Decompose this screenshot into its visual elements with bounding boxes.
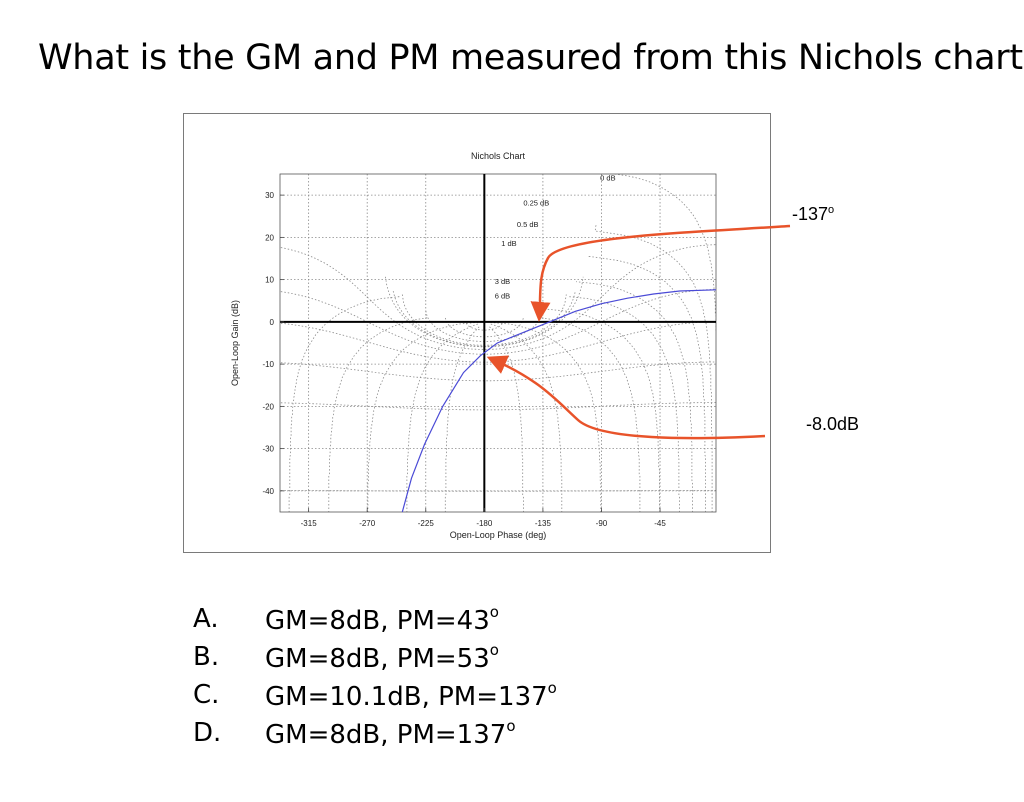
x-tick-label: -270 — [359, 519, 376, 528]
nichols-phase-contour — [444, 325, 481, 512]
y-axis-label: Open-Loop Gain (dB) — [230, 300, 240, 386]
x-tick-label: -45 — [654, 519, 666, 528]
nichols-phase-contour — [288, 296, 402, 512]
nichols-chart: -315 -270 -225 -180 -135 -90 -45 30 20 10 0 -10 -20 -… — [230, 151, 717, 540]
y-tick-label: -20 — [262, 402, 274, 411]
y-tick-label: 0 — [270, 318, 275, 327]
nichols-chart-figure: -315 -270 -225 -180 -135 -90 -45 30 20 10 0 -10 -20 -… — [183, 113, 771, 553]
nichols-phase-contour — [588, 254, 706, 512]
choice-letter: B. — [193, 642, 220, 672]
nichols-phase-contour — [567, 296, 680, 512]
nichols-gain-contour — [280, 289, 716, 355]
nichols-gain-contour — [465, 322, 503, 331]
y-tick-label: -40 — [262, 487, 274, 496]
question-title: What is the GM and PM measured from this… — [38, 38, 1024, 78]
y-tick-label: 20 — [265, 233, 274, 242]
nichols-phase-contour — [540, 317, 641, 512]
grid-contour-label: 0 dB — [600, 173, 615, 182]
nichols-phase-contour — [490, 323, 563, 512]
x-tick-label: -225 — [418, 519, 435, 528]
chart-title: Nichols Chart — [471, 151, 526, 161]
choice-letter: A. — [193, 604, 219, 634]
nichols-phase-contour — [546, 308, 661, 512]
x-tick-label: -135 — [535, 519, 552, 528]
answer-choices: A. GM=8dB, PM=43o B. GM=8dB, PM=53o C. G… — [193, 600, 557, 752]
grid-contour-label: 3 dB — [495, 277, 510, 286]
choice-text: GM=8dB, PM=53o — [265, 640, 499, 674]
chart-grid — [280, 174, 716, 512]
gain-annotation: -8.0dB — [806, 414, 860, 434]
y-tick-label: -30 — [262, 445, 274, 454]
chart-labels: -315 -270 -225 -180 -135 -90 -45 30 20 10 0 -10 -20 -… — [230, 151, 666, 540]
phase-annotation: -137o — [792, 204, 835, 224]
choice-text: GM=8dB, PM=43o — [265, 602, 499, 636]
choice-text: GM=10.1dB, PM=137o — [265, 678, 557, 712]
y-tick-label: -10 — [262, 360, 274, 369]
nichols-phase-contour — [611, 174, 716, 332]
x-tick-label: -180 — [476, 519, 493, 528]
nichols-gain-contour — [280, 361, 716, 382]
x-tick-label: -315 — [301, 519, 318, 528]
x-tick-label: -90 — [596, 519, 608, 528]
nichols-phase-contour — [406, 323, 478, 512]
grid-contour-label: 0.25 dB — [523, 199, 549, 208]
y-tick-label: 10 — [265, 276, 274, 285]
choice-a[interactable]: A. GM=8dB, PM=43o — [193, 600, 557, 638]
x-axis-label: Open-Loop Phase (deg) — [450, 530, 547, 540]
choice-d[interactable]: D. GM=8dB, PM=137o — [193, 714, 557, 752]
choice-text: GM=8dB, PM=137o — [265, 716, 516, 750]
nichols-phase-contour — [328, 317, 428, 512]
grid-contour-label: 0.5 dB — [517, 220, 539, 229]
choice-letter: D. — [193, 718, 222, 748]
plot-frame — [279, 173, 717, 513]
nichols-phase-contour — [367, 321, 484, 512]
nichols-gain-contour — [280, 321, 716, 363]
chart-axes — [279, 173, 717, 513]
choice-c[interactable]: C. GM=10.1dB, PM=137o — [193, 676, 557, 714]
choice-b[interactable]: B. GM=8dB, PM=53o — [193, 638, 557, 676]
grid-contour-label: 6 dB — [495, 292, 510, 301]
choice-letter: C. — [193, 680, 220, 710]
grid-contour-label: 1 dB — [501, 239, 516, 248]
nichols-gain-contour — [392, 291, 576, 347]
y-tick-label: 30 — [265, 191, 274, 200]
